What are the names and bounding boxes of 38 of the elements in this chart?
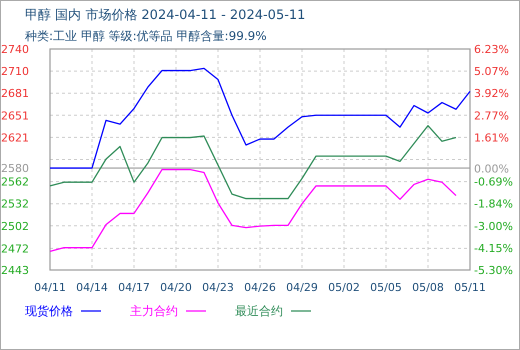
legend-label: 最近合约 (235, 304, 283, 318)
y-tick-label: 2710 (1, 65, 29, 78)
ref-line-label: 2580 (1, 162, 29, 176)
x-tick-label: 05/02 (328, 281, 360, 294)
y2-tick-label: -0.69% (474, 176, 513, 189)
y-tick-label: 2621 (1, 131, 29, 144)
chart-title: 甲醇 国内 市场价格 2024-04-11 - 2024-05-11 (25, 8, 306, 23)
x-tick-label: 04/29 (286, 281, 318, 294)
x-tick-label: 04/17 (118, 281, 150, 294)
y2-tick-label: -3.00% (474, 220, 513, 233)
chart-subtitle: 种类:工业 甲醇 等级:优等品 甲醇含量:99.9% (25, 29, 267, 43)
legend-label: 主力合约 (130, 304, 178, 318)
y2-tick-label: 2.77% (474, 109, 509, 122)
y2-tick-label: -5.30% (474, 264, 513, 277)
y-tick-label: 2443 (1, 264, 29, 277)
y2-tick-label: 1.61% (474, 132, 509, 145)
y2-tick-label: 0.00% (474, 162, 509, 176)
y2-tick-label: -4.15% (474, 242, 513, 255)
y2-tick-label: 5.07% (474, 65, 509, 78)
x-tick-label: 04/11 (34, 281, 66, 294)
y-tick-label: 2740 (1, 43, 29, 56)
x-tick-label: 05/08 (412, 281, 444, 294)
y-tick-label: 2502 (1, 220, 29, 233)
y2-tick-label: -1.84% (474, 198, 513, 211)
x-tick-label: 04/23 (202, 281, 234, 294)
y-tick-label: 2681 (1, 87, 29, 100)
x-tick-label: 04/26 (244, 281, 276, 294)
y2-tick-label: 3.92% (474, 87, 509, 100)
x-tick-label: 05/05 (370, 281, 402, 294)
y2-tick-label: 6.23% (474, 43, 509, 56)
y-tick-label: 2562 (1, 176, 29, 189)
y-tick-label: 2472 (1, 242, 29, 256)
x-tick-label: 05/11 (454, 281, 486, 294)
y-tick-label: 2651 (1, 109, 29, 122)
legend-label: 现货价格 (25, 304, 73, 318)
y-tick-label: 2532 (1, 198, 29, 211)
x-tick-label: 04/14 (76, 281, 108, 294)
x-tick-label: 04/20 (160, 281, 192, 294)
